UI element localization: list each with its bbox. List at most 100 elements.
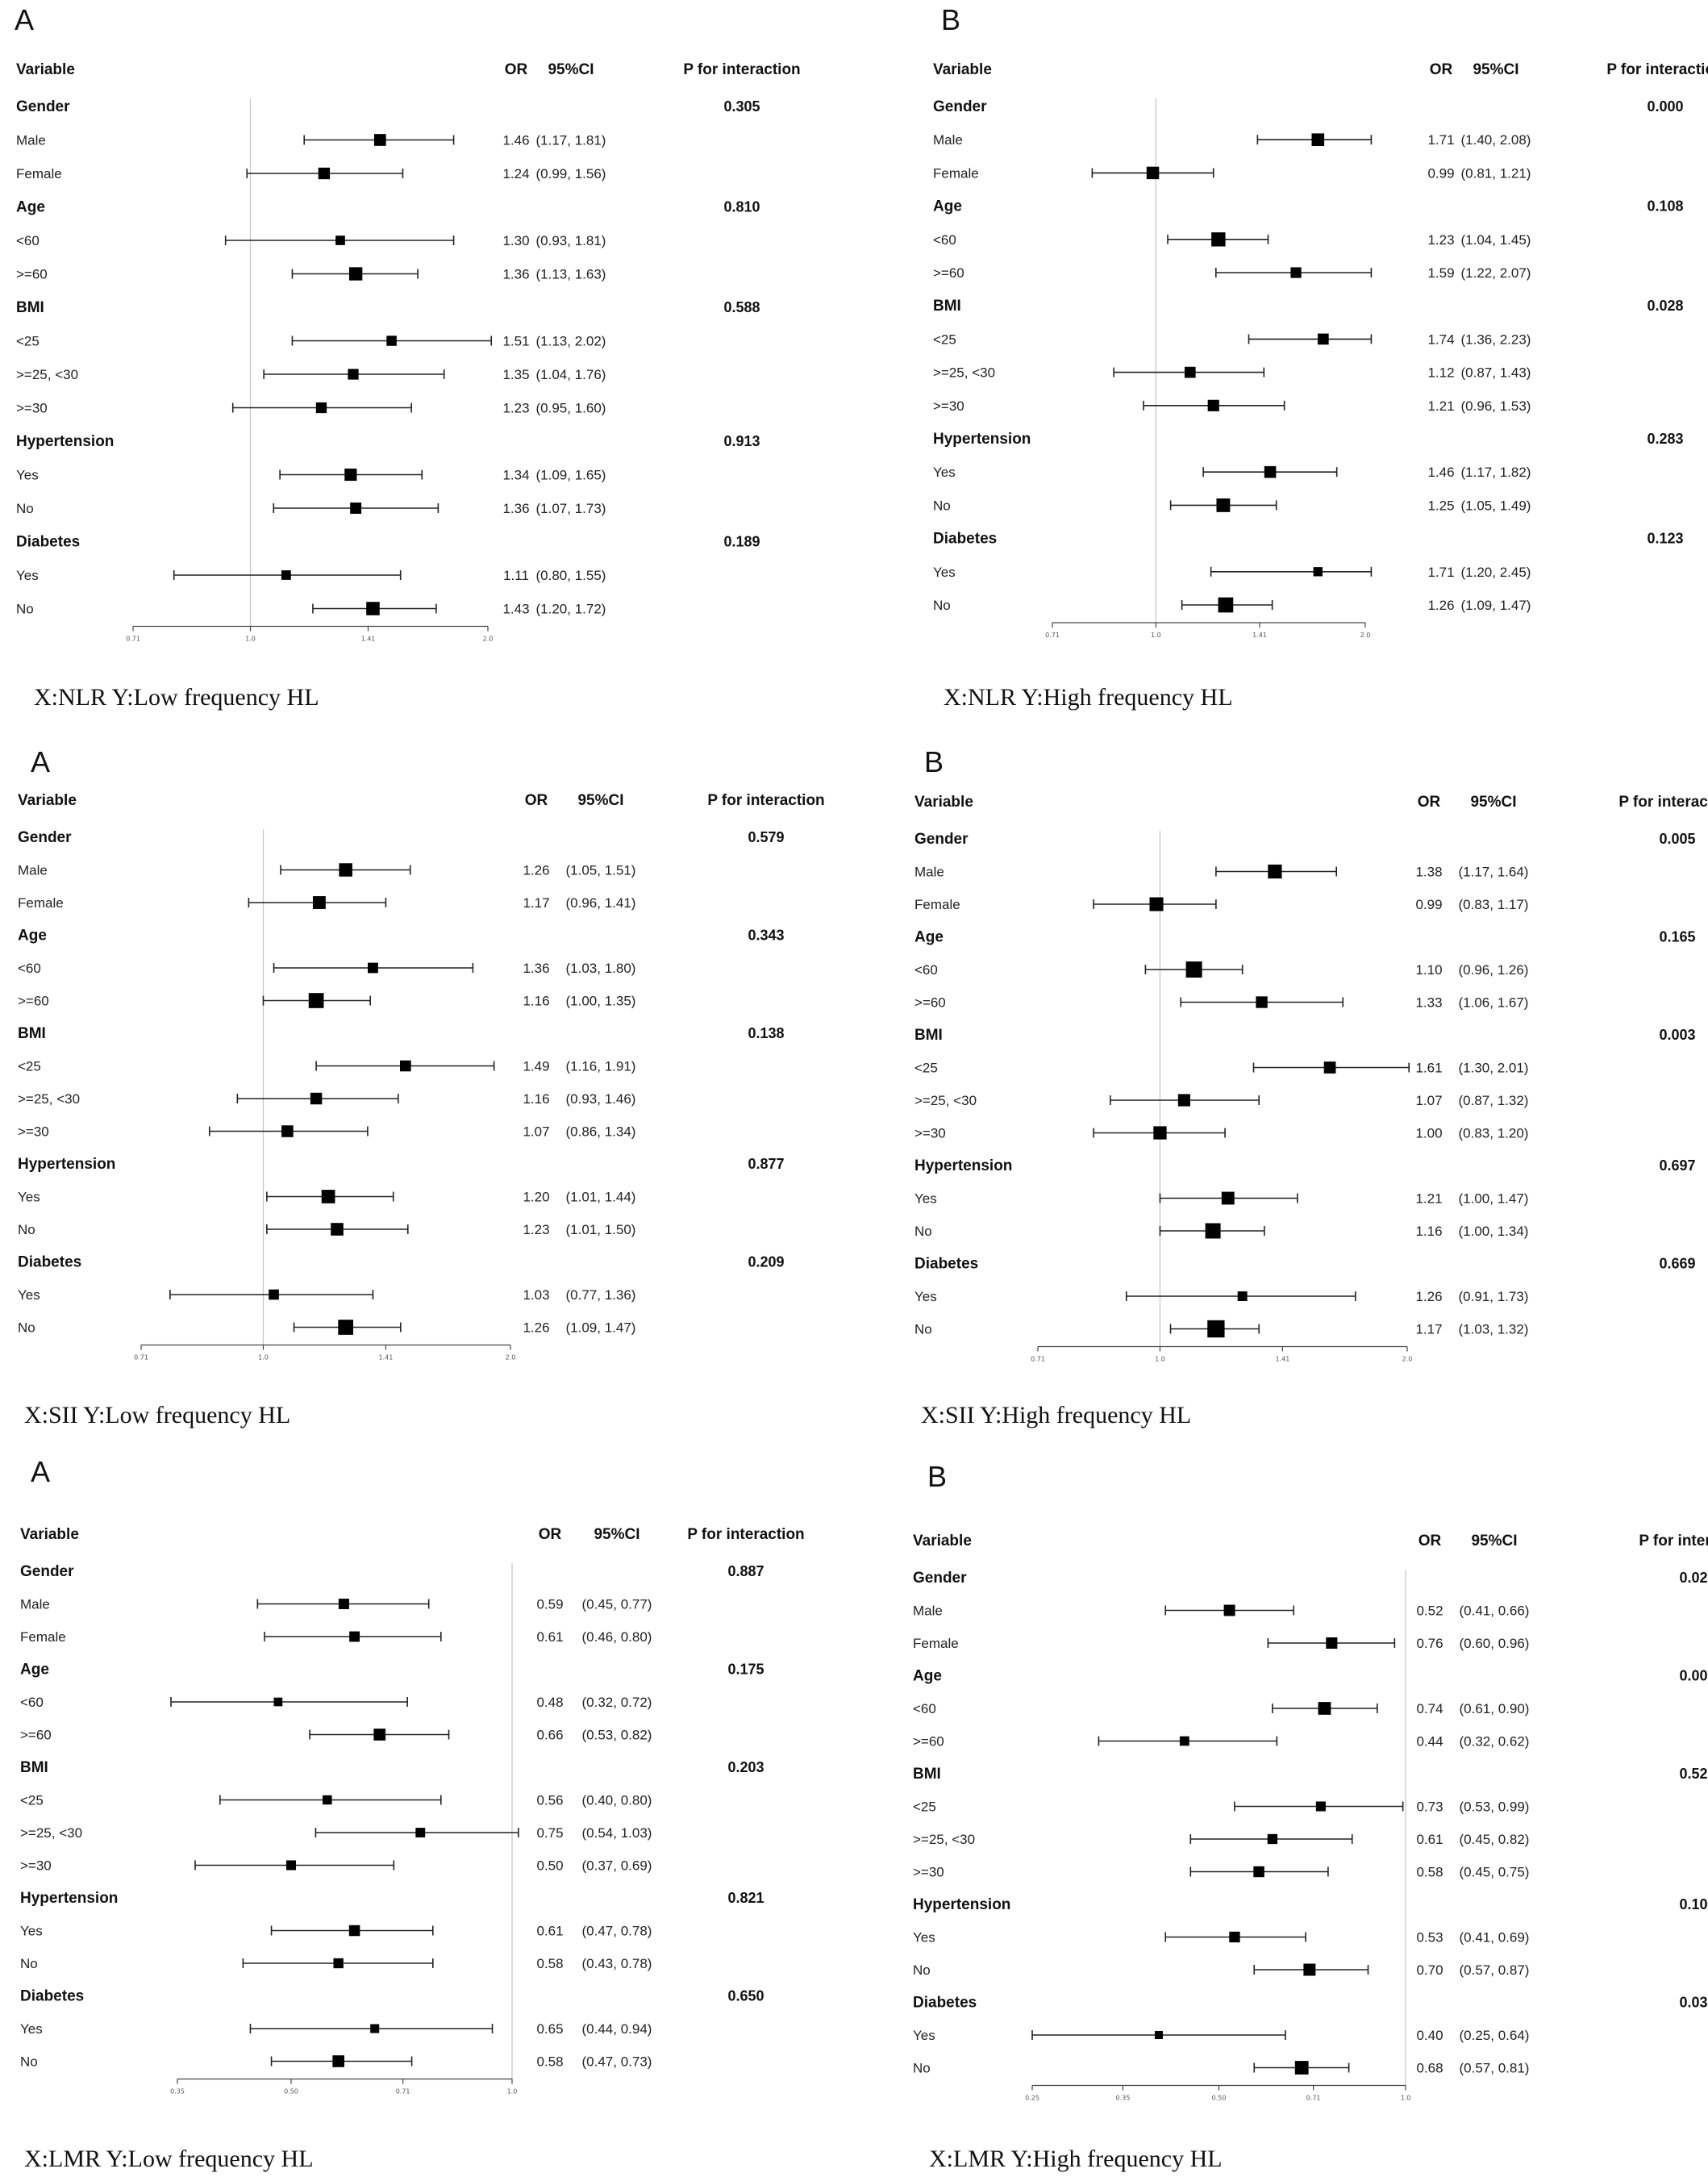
or-point-marker xyxy=(350,503,362,514)
subgroup-label: >=60 xyxy=(16,267,48,282)
group-label: Diabetes xyxy=(933,531,997,548)
header-ci: 95%CI xyxy=(1470,794,1516,811)
subgroup-label: Female xyxy=(16,166,62,181)
or-value: 0.76 xyxy=(1416,1636,1443,1651)
or-point-marker xyxy=(332,2055,344,2067)
subgroup-label: Yes xyxy=(16,568,39,583)
or-value: 0.44 xyxy=(1416,1734,1443,1750)
subgroup-label: No xyxy=(20,1956,38,1971)
or-value: 1.21 xyxy=(1427,398,1454,414)
p-interaction-value: 0.209 xyxy=(748,1254,784,1270)
header-variable: Variable xyxy=(933,61,992,78)
or-point-marker xyxy=(1154,2030,1163,2040)
x-tick-label: 1.0 xyxy=(1401,2095,1411,2102)
p-interaction-value: 0.028 xyxy=(1679,1570,1708,1586)
header-ci: 95%CI xyxy=(577,792,623,809)
x-tick-label: 1.0 xyxy=(1155,1356,1165,1363)
subgroup-label: <25 xyxy=(933,332,956,347)
ci-value: (0.47, 0.78) xyxy=(582,1924,652,1939)
subgroup-label: <25 xyxy=(913,1800,936,1815)
x-tick-label: 1.41 xyxy=(361,636,376,643)
x-tick-label: 0.71 xyxy=(396,2088,410,2096)
or-value: 1.26 xyxy=(523,1320,549,1336)
subgroup-label: >=25, <30 xyxy=(914,1093,977,1108)
ci-value: (1.05, 1.51) xyxy=(566,863,636,878)
group-label: Age xyxy=(914,929,944,946)
subgroup-label: Yes xyxy=(20,2021,43,2037)
group-label: Gender xyxy=(18,829,72,846)
subgroup-label: <60 xyxy=(20,1695,44,1710)
subgroup-label: Male xyxy=(20,1597,50,1612)
x-tick-label: 0.71 xyxy=(126,636,140,643)
ci-value: (0.77, 1.36) xyxy=(566,1287,636,1303)
subgroup-label: >=25, <30 xyxy=(933,365,995,381)
or-point-marker xyxy=(1184,366,1196,378)
or-value: 1.59 xyxy=(1427,265,1454,281)
ci-value: (0.47, 0.73) xyxy=(582,2054,652,2070)
or-value: 0.58 xyxy=(536,1956,563,1971)
header-p-interaction: P for interaction xyxy=(1618,794,1708,811)
ci-value: (0.46, 0.80) xyxy=(582,1629,652,1645)
or-point-marker xyxy=(1323,1061,1336,1074)
ci-value: (1.22, 2.07) xyxy=(1461,265,1531,281)
ci-value: (1.13, 2.02) xyxy=(536,334,606,349)
ci-value: (0.96, 1.26) xyxy=(1459,962,1529,978)
or-point-marker xyxy=(1317,333,1329,345)
subgroup-label: >=25, <30 xyxy=(20,1825,82,1841)
forest-plot-svg: Variable OR 95%CI P for interaction Gender 0.… xyxy=(933,61,1708,639)
subgroup-label: Yes xyxy=(913,2028,935,2043)
or-value: 1.30 xyxy=(502,233,529,248)
or-value: 1.36 xyxy=(502,267,529,282)
ci-value: (1.17, 1.64) xyxy=(1459,865,1529,880)
or-value: 1.61 xyxy=(1415,1061,1442,1076)
or-value: 1.35 xyxy=(502,367,529,382)
or-point-marker xyxy=(339,863,352,877)
forest-plot-svg: Variable OR 95%CI P for interaction Gender 0.… xyxy=(18,792,825,1362)
p-interaction-value: 0.283 xyxy=(1647,431,1683,447)
ci-value: (1.09, 1.47) xyxy=(1461,598,1531,613)
x-tick-label: 2.0 xyxy=(483,636,494,643)
subgroup-label: No xyxy=(933,498,951,513)
subgroup-label: Yes xyxy=(914,1191,937,1207)
or-point-marker xyxy=(1205,1223,1221,1239)
ci-value: (0.96, 1.41) xyxy=(566,895,636,911)
or-value: 1.11 xyxy=(503,568,529,583)
header-variable: Variable xyxy=(20,1526,79,1543)
ci-value: (0.60, 0.96) xyxy=(1460,1636,1530,1651)
subgroup-label: Female xyxy=(933,165,979,181)
panel-letter: A xyxy=(31,745,51,778)
p-interaction-value: 0.887 xyxy=(727,1563,764,1579)
ci-value: (0.61, 0.90) xyxy=(1460,1701,1530,1716)
ci-value: (1.03, 1.80) xyxy=(566,961,636,976)
or-point-marker xyxy=(1207,1320,1225,1338)
subgroup-label: >=30 xyxy=(933,398,964,414)
subgroup-label: >=25, <30 xyxy=(16,367,78,382)
or-value: 1.51 xyxy=(502,334,529,349)
or-point-marker xyxy=(281,1125,294,1137)
x-tick-label: 1.0 xyxy=(258,1354,269,1362)
p-interaction-value: 0.003 xyxy=(1659,1027,1695,1043)
ci-value: (0.57, 0.87) xyxy=(1460,1962,1530,1978)
panel-caption: X:NLR Y:Low frequency HL xyxy=(34,684,319,711)
or-point-marker xyxy=(1218,597,1234,613)
or-point-marker xyxy=(373,134,386,146)
or-value: 0.61 xyxy=(536,1629,563,1645)
or-value: 0.56 xyxy=(536,1793,563,1808)
or-value: 1.17 xyxy=(1415,1322,1442,1337)
p-interaction-value: 0.108 xyxy=(1647,198,1683,215)
or-value: 1.38 xyxy=(1415,865,1442,880)
or-value: 1.12 xyxy=(1427,365,1454,381)
x-tick-label: 0.71 xyxy=(1031,1356,1045,1363)
group-label: Hypertension xyxy=(913,1896,1010,1913)
group-label: Gender xyxy=(913,1570,967,1587)
p-interaction-value: 0.525 xyxy=(1679,1766,1708,1782)
subgroup-label: Yes xyxy=(20,1924,43,1939)
ci-value: (1.04, 1.76) xyxy=(536,367,606,382)
header-variable: Variable xyxy=(18,792,77,809)
or-value: 0.74 xyxy=(1416,1701,1443,1716)
or-value: 1.46 xyxy=(502,133,529,148)
header-or: OR xyxy=(1418,794,1441,811)
x-tick-label: 1.41 xyxy=(1276,1356,1290,1363)
p-interaction-value: 0.189 xyxy=(723,534,760,550)
or-value: 0.65 xyxy=(536,2021,563,2037)
